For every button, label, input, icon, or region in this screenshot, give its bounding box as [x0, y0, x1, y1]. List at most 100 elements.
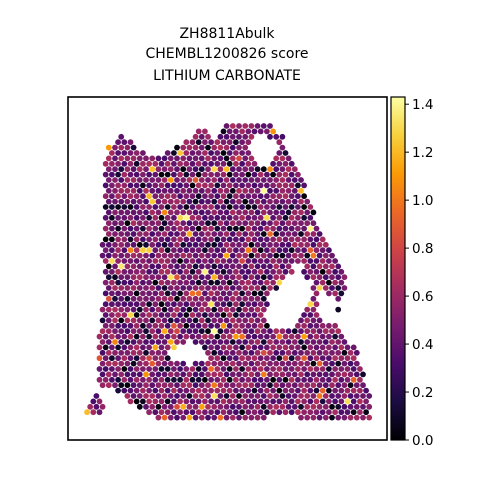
- spot-point: [251, 247, 258, 254]
- spot-point: [202, 344, 208, 351]
- spot-point: [214, 268, 221, 275]
- spot-point: [242, 414, 249, 421]
- spot-point: [239, 376, 246, 383]
- spot-point: [211, 328, 218, 335]
- spot-point: [112, 295, 118, 302]
- spot-point: [288, 398, 295, 405]
- spot-point: [205, 252, 211, 259]
- spot-point: [214, 398, 221, 405]
- spot-point: [158, 344, 165, 351]
- spot-point: [254, 274, 261, 281]
- spot-point: [109, 301, 115, 308]
- spot-point: [171, 376, 177, 383]
- spot-point: [295, 333, 301, 340]
- spot-point: [186, 252, 193, 259]
- spot-point: [248, 285, 255, 291]
- spot-point: [251, 182, 258, 189]
- spot-point: [316, 241, 323, 248]
- spot-point: [115, 387, 121, 394]
- spot-point: [313, 376, 320, 383]
- spot-point: [155, 403, 162, 410]
- spot-point: [316, 328, 323, 335]
- spot-point: [239, 128, 246, 135]
- spot-point: [124, 349, 131, 356]
- spot-point: [161, 285, 168, 291]
- spot-point: [279, 198, 286, 205]
- spot-point: [164, 171, 171, 178]
- spot-point: [279, 209, 286, 216]
- spot-point: [357, 409, 363, 416]
- spot-point: [130, 306, 137, 313]
- spot-point: [319, 344, 326, 351]
- spot-point: [180, 155, 187, 162]
- spot-point: [155, 328, 162, 335]
- spot-point: [322, 263, 329, 270]
- spot-point: [158, 258, 165, 264]
- spot-point: [130, 252, 137, 259]
- spot-point: [267, 403, 273, 410]
- spot-point: [143, 349, 149, 356]
- spot-point: [198, 339, 205, 345]
- spot-point: [267, 177, 273, 183]
- spot-point: [133, 333, 140, 340]
- spot-point: [164, 150, 171, 156]
- spot-point: [211, 220, 218, 227]
- spot-point: [233, 376, 239, 383]
- spot-point: [242, 295, 249, 302]
- spot-point: [112, 220, 118, 227]
- spot-point: [223, 166, 230, 173]
- spot-point: [245, 344, 252, 351]
- spot-point: [133, 182, 140, 189]
- spot-point: [260, 382, 267, 389]
- spot-point: [180, 177, 187, 183]
- spot-point: [226, 398, 233, 405]
- spot-point: [270, 225, 276, 232]
- spot-point: [229, 295, 236, 302]
- spot-point: [236, 403, 242, 410]
- spot-point: [124, 241, 131, 248]
- spot-point: [264, 204, 270, 210]
- spot-point: [105, 220, 112, 227]
- spot-point: [167, 328, 174, 335]
- spot-point: [171, 193, 177, 200]
- spot-point: [202, 247, 208, 254]
- spot-point: [257, 344, 264, 351]
- spot-point: [288, 204, 295, 210]
- spot-point: [291, 187, 298, 194]
- spot-point: [189, 193, 196, 200]
- spot-point: [93, 403, 100, 410]
- spot-point: [226, 150, 233, 156]
- spot-point: [251, 204, 258, 210]
- spot-point: [242, 177, 249, 183]
- spot-point: [143, 231, 149, 237]
- spot-point: [186, 166, 193, 173]
- spot-point: [270, 128, 276, 135]
- spot-point: [140, 290, 146, 297]
- spot-point: [152, 344, 159, 351]
- spot-point: [105, 371, 112, 378]
- spot-point: [149, 155, 156, 162]
- spot-point: [273, 274, 280, 281]
- spot-point: [177, 247, 184, 254]
- spot-point: [251, 160, 258, 167]
- spot-point: [282, 409, 289, 416]
- spot-point: [233, 247, 239, 254]
- spot-point: [285, 371, 292, 378]
- spot-point: [109, 322, 115, 329]
- spot-point: [273, 198, 280, 205]
- spot-point: [167, 393, 174, 399]
- spot-point: [180, 306, 187, 313]
- spot-point: [298, 393, 304, 399]
- spot-point: [291, 241, 298, 248]
- spot-point: [105, 198, 112, 205]
- spot-point: [164, 182, 171, 189]
- spot-point: [338, 398, 345, 405]
- spot-point: [143, 393, 149, 399]
- spot-point: [332, 258, 338, 264]
- spot-point: [205, 414, 211, 421]
- spot-point: [279, 220, 286, 227]
- spot-point: [211, 285, 218, 291]
- spot-point: [211, 231, 218, 237]
- spot-point: [254, 123, 261, 129]
- spot-point: [301, 225, 307, 232]
